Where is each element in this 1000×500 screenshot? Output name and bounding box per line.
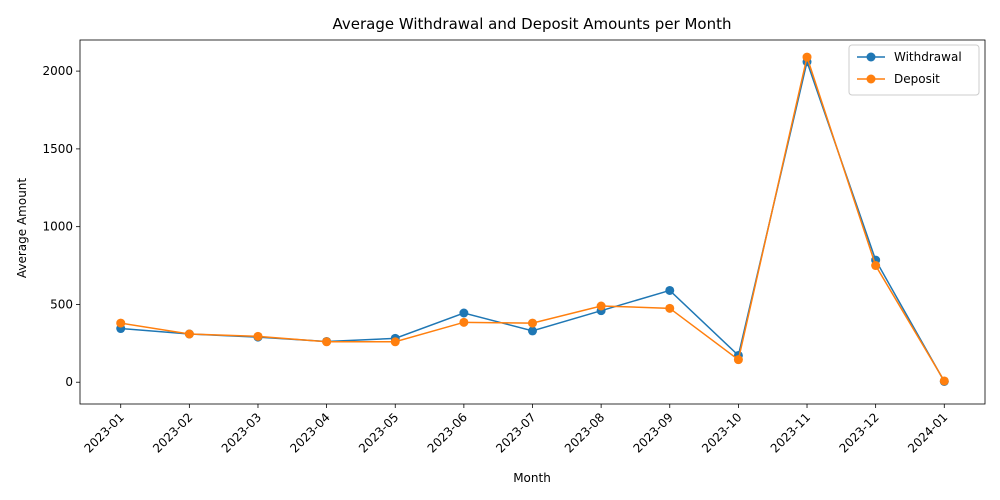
data-point-deposit xyxy=(184,329,194,339)
y-tick-label: 500 xyxy=(50,297,73,311)
x-tick-label: 2023-12 xyxy=(836,410,881,455)
legend-marker-withdrawal xyxy=(866,52,876,62)
data-point-deposit xyxy=(390,337,400,347)
data-point-deposit xyxy=(116,318,126,328)
x-tick-label: 2024-01 xyxy=(905,410,950,455)
x-tick-label: 2023-08 xyxy=(562,410,607,455)
data-point-withdrawal xyxy=(459,308,469,318)
x-tick-label: 2023-09 xyxy=(631,410,676,455)
data-point-deposit xyxy=(871,261,881,271)
data-point-deposit xyxy=(802,52,812,62)
y-tick-label: 0 xyxy=(65,375,73,389)
x-tick-label: 2023-10 xyxy=(699,410,744,455)
chart-title: Average Withdrawal and Deposit Amounts p… xyxy=(332,15,731,33)
data-point-deposit xyxy=(665,303,675,313)
x-tick-label: 2023-03 xyxy=(219,410,264,455)
data-point-withdrawal xyxy=(665,285,675,295)
data-point-deposit xyxy=(733,355,743,365)
plot-frame xyxy=(79,39,986,405)
data-point-deposit xyxy=(596,301,606,311)
y-tick-label: 2000 xyxy=(42,64,73,78)
legend: Withdrawal Deposit xyxy=(848,44,980,96)
legend-label-withdrawal: Withdrawal xyxy=(894,50,962,64)
legend-marker-deposit xyxy=(866,74,876,84)
y-tick-label: 1500 xyxy=(42,142,73,156)
x-tick-label: 2023-02 xyxy=(150,410,195,455)
data-point-deposit xyxy=(528,318,537,328)
data-point-deposit xyxy=(939,376,949,386)
x-axis-label: Month xyxy=(513,471,551,485)
x-tick-label: 2023-07 xyxy=(493,410,538,455)
x-tick-label: 2023-01 xyxy=(81,410,126,455)
y-axis-label: Average Amount xyxy=(15,178,29,279)
data-point-deposit xyxy=(322,337,332,347)
data-point-deposit xyxy=(459,317,469,327)
x-tick-label: 2023-04 xyxy=(287,410,332,455)
data-point-deposit xyxy=(253,331,263,341)
y-tick-label: 1000 xyxy=(42,220,73,234)
x-tick-label: 2023-11 xyxy=(768,410,813,455)
x-tick-label: 2023-05 xyxy=(356,410,401,455)
x-tick-label: 2023-06 xyxy=(425,410,470,455)
plot-area: 0 500 1000 1500 2000 2023-01 2023-02 2023-03 202… xyxy=(42,39,986,456)
data-point-withdrawal xyxy=(528,326,537,336)
legend-label-deposit: Deposit xyxy=(894,72,940,86)
